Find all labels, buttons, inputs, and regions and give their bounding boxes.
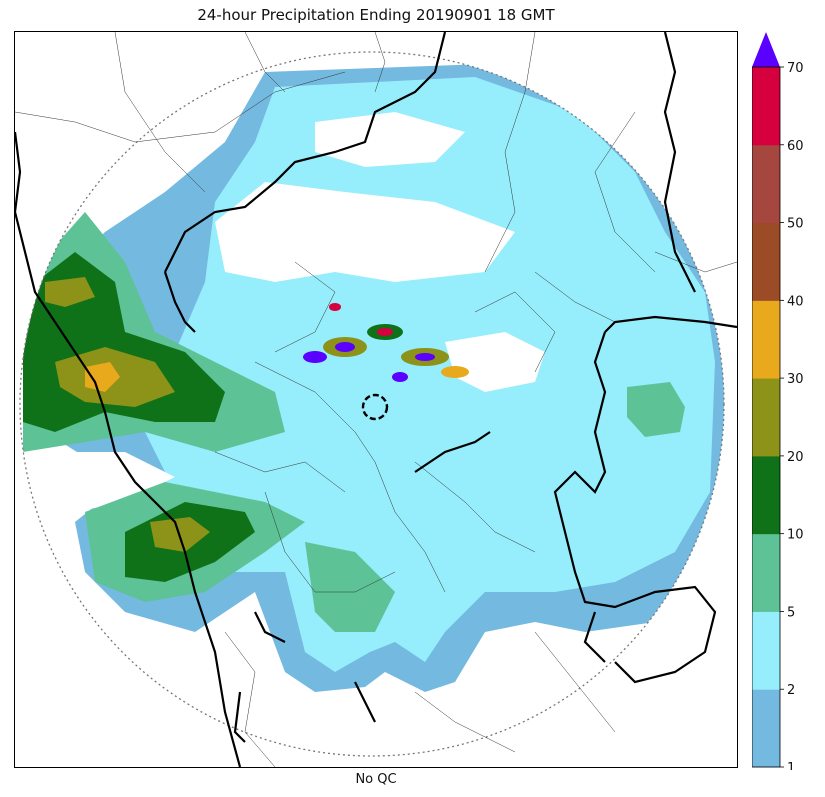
no-precip-north-2 [315,112,465,167]
colorbar-svg: 1 2 5 10 20 30 40 50 60 70 [751,32,804,776]
colorbar-bin [752,455,780,535]
convective-cells [303,303,469,382]
colorbar-tick-label: 50 [787,217,804,232]
colorbar-bin [752,300,780,379]
colorbar-tick-label: 2 [787,683,795,698]
district-boundaries [15,32,737,767]
colorbar-tick-label: 40 [787,294,804,309]
colorbar-tick-label: 60 [787,139,804,154]
colorbar-extend-arrow [752,32,780,67]
colorbar-bin [752,689,780,768]
radar-range-ring [19,51,725,757]
no-precip-center [445,332,545,392]
colorbar-tick-label: 20 [787,450,804,465]
chart-title: 24-hour Precipitation Ending 20190901 18… [197,6,555,24]
state-boundaries [15,32,737,767]
radar-site-marker [361,393,389,421]
colorbar-bin [752,222,780,301]
colorbar: 1 2 5 10 20 30 40 50 60 70 [751,30,804,776]
colorbar-bin [752,67,780,146]
colorbar-tick-label: 1 [787,761,795,770]
colorbar-bin [752,378,780,457]
precip-20-30-nw [45,277,95,307]
colorbar-tick-label: 10 [787,528,804,543]
map-canvas [15,32,737,767]
colorbar-bin [752,611,780,690]
map-xlabel: No QC [355,772,397,787]
colorbar-frame [751,66,781,768]
no-precip-west [35,452,175,512]
colorbar-tick-label: 5 [787,605,795,620]
precip-5-10-east [627,382,685,437]
no-precip-north [215,182,515,282]
colorbar-bin [752,533,780,612]
precip-30-40-core [85,362,120,392]
precip-field [23,64,724,756]
colorbar-tick-label: 70 [787,61,804,76]
precip-5-10-south [305,542,395,632]
colorbar-tick-label: 30 [787,372,804,387]
colorbar-bin [752,144,780,224]
radar-precipitation-map [14,31,738,768]
